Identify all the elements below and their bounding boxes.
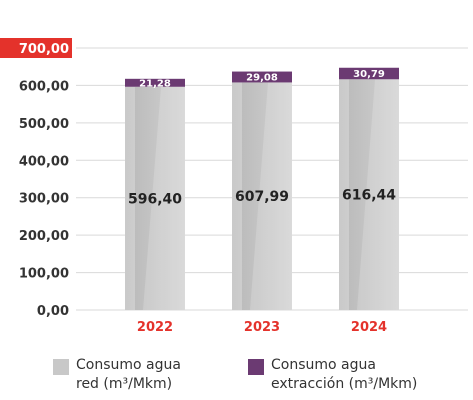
bar-segment-extraccion: [232, 71, 292, 83]
bar-edge-highlight: [339, 79, 349, 310]
bar-segment-extraccion: [125, 78, 185, 87]
bar-highlight: [357, 79, 399, 310]
legend-swatch-extraccion: [248, 359, 264, 375]
bar-edge-highlight: [125, 86, 135, 310]
bar-segment-red: [339, 79, 399, 310]
y-tick-label: 100,00: [19, 267, 69, 282]
legend-label-red: Consumo agua red (m³/Mkm): [76, 357, 181, 392]
stacked-bar-chart: 0,00 100,00 200,00 300,00 400,00 500,00 600,00…: [0, 38, 468, 335]
y-tick-label: 200,00: [19, 229, 69, 244]
bar-highlight: [143, 86, 185, 310]
legend-label-extraccion: Consumo agua extracción (m³/Mkm): [271, 357, 418, 392]
y-tick-label: 600,00: [19, 79, 69, 94]
legend-item-red: Consumo agua red (m³/Mkm): [53, 356, 251, 394]
bar-highlight: [250, 82, 292, 311]
x-tick-label: 2023: [244, 320, 280, 335]
y-tick-label: 300,00: [19, 192, 69, 207]
legend-swatch-red: [53, 359, 69, 375]
data-label-red: 607,99: [235, 189, 289, 205]
bars: 596,40 21,28 607,99 29,08 616,44 30,79: [125, 67, 399, 311]
data-label-extraccion: 29,08: [246, 72, 278, 83]
y-axis-ticks: 0,00 100,00 200,00 300,00 400,00 500,00 600,00…: [0, 38, 72, 319]
y-tick-label: 400,00: [19, 154, 69, 169]
data-label-extraccion: 21,28: [139, 78, 171, 89]
y-tick-highlight: [0, 38, 72, 58]
legend-item-extraccion: Consumo agua extracción (m³/Mkm): [248, 356, 446, 394]
bar-segment-red: [125, 86, 185, 310]
bar-segment-red: [232, 82, 292, 311]
data-label-red: 616,44: [342, 188, 396, 204]
x-tick-label: 2022: [137, 320, 173, 335]
legend: Consumo agua red (m³/Mkm) Consumo agua e…: [0, 356, 473, 400]
y-tick-label: 500,00: [19, 117, 69, 132]
x-axis-ticks: 2022 2023 2024: [137, 320, 387, 335]
y-tick-label: 0,00: [37, 304, 69, 319]
bar-edge-highlight: [232, 82, 242, 311]
data-label-extraccion: 30,79: [353, 69, 385, 80]
x-tick-label: 2024: [351, 320, 387, 335]
bar-segment-extraccion: [339, 67, 399, 80]
data-label-red: 596,40: [128, 191, 182, 207]
y-tick-label: 700,00: [19, 42, 69, 57]
